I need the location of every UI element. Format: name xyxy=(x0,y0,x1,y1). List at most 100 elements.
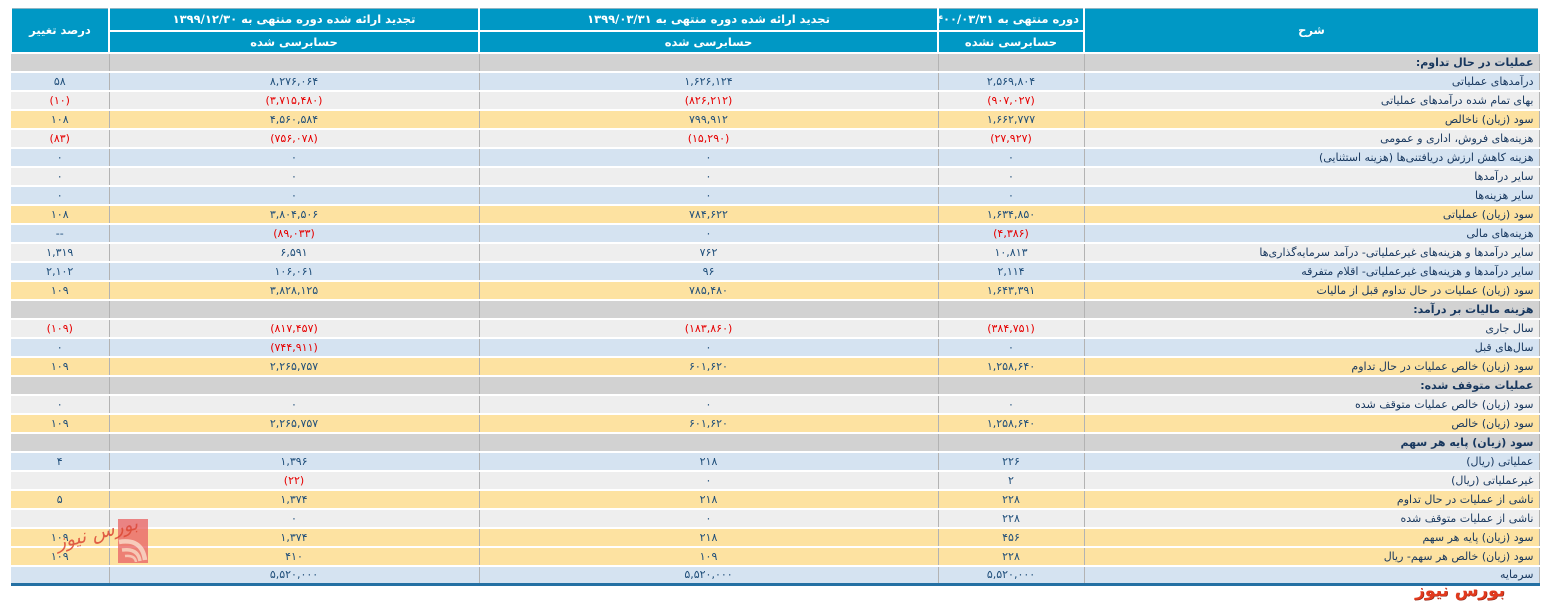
value-cell-1399-12-restated: (۷۵۶,۰۷۸) xyxy=(108,128,479,149)
percent-change-cell: ۱۰۹ xyxy=(11,546,109,567)
value-cell-1399-12-restated: ۳,۸۲۸,۱۲۵ xyxy=(108,280,479,301)
value-cell-1399-12-restated: ۰ xyxy=(108,166,479,187)
row-label-cell: سود (زیان) عملیاتی xyxy=(1083,204,1540,225)
value-cell-1399-12-restated: ۲,۲۶۵,۷۵۷ xyxy=(108,413,479,434)
percent-change-cell: ۵ xyxy=(11,489,109,510)
value-cell-1400-03: ۲,۱۱۴ xyxy=(937,261,1084,282)
percent-change-cell: ۱۰۹ xyxy=(11,413,109,434)
percent-change-cell xyxy=(11,52,109,73)
value-cell-1400-03: (۹۰۷,۰۲۷) xyxy=(937,90,1084,111)
table-row: سود (زیان) خالص هر سهم- ریال ۲۲۸ ۱۰۹ ۴۱۰ ۱۰۹ xyxy=(11,546,1540,567)
percent-change-cell: ۱۰۹ xyxy=(11,356,109,377)
value-cell-1399-03-restated: ۱۰۹ xyxy=(478,546,938,567)
section-header-row: عملیات در حال تداوم: xyxy=(11,52,1540,73)
col-header-percent-change: درصد تغییر xyxy=(10,8,110,54)
value-cell-1399-03-restated: ۰ xyxy=(478,337,938,358)
percent-change-cell xyxy=(11,432,109,453)
value-cell-1399-12-restated: ۱,۳۷۴ xyxy=(108,527,479,548)
col-header-period-1400-03-title: دوره منتهی به ۱۴۰۰/۰۳/۳۱ xyxy=(937,8,1085,32)
row-label-cell: سال‌های قبل xyxy=(1083,337,1540,358)
value-cell-1400-03: ۰ xyxy=(937,394,1084,415)
value-cell-1399-03-restated: ۰ xyxy=(478,470,938,491)
row-label-cell: عملیات در حال تداوم: xyxy=(1083,52,1540,73)
table-row: سود (زیان) عملیات در حال تداوم قبل از ما… xyxy=(11,280,1540,301)
value-cell-1400-03: ۱,۶۳۴,۸۵۰ xyxy=(937,204,1084,225)
table-row: ناشی از عملیات در حال تداوم ۲۲۸ ۲۱۸ ۱,۳۷۴ ۵ xyxy=(11,489,1540,510)
percent-change-cell: -- xyxy=(11,223,109,244)
value-cell-1400-03: ۵,۵۲۰,۰۰۰ xyxy=(937,565,1084,586)
table-body: عملیات در حال تداوم: درآمدهای عملیاتی ۲,۵۶… xyxy=(11,52,1540,586)
value-cell-1400-03: (۴,۳۸۶) xyxy=(937,223,1084,244)
row-label-cell: سود (زیان) خالص عملیات در حال تداوم xyxy=(1083,356,1540,377)
value-cell-1399-12-restated: (۸۱۷,۴۵۷) xyxy=(108,318,479,339)
value-cell-1399-12-restated: (۸۹,۰۳۳) xyxy=(108,223,479,244)
value-cell-1400-03: ۰ xyxy=(937,185,1084,206)
value-cell-1399-12-restated xyxy=(108,52,479,73)
value-cell-1399-03-restated: ۰ xyxy=(478,185,938,206)
value-cell-1399-03-restated: (۱۵,۲۹۰) xyxy=(478,128,938,149)
value-cell-1399-03-restated: (۸۲۶,۲۱۲) xyxy=(478,90,938,111)
table-row: سود (زیان) خالص عملیات در حال تداوم ۱,۲۵۸… xyxy=(11,356,1540,377)
row-label-cell: ناشی از عملیات در حال تداوم xyxy=(1083,489,1540,510)
table-header: شرح دوره منتهی به ۱۴۰۰/۰۳/۳۱ تجدید ارائه… xyxy=(10,8,1540,54)
value-cell-1400-03: ۰ xyxy=(937,147,1084,168)
value-cell-1400-03 xyxy=(937,52,1084,73)
value-cell-1400-03: (۲۷,۹۲۷) xyxy=(937,128,1084,149)
value-cell-1399-12-restated: ۱۰۶,۰۶۱ xyxy=(108,261,479,282)
value-cell-1399-03-restated: ۶۰۱,۶۲۰ xyxy=(478,413,938,434)
value-cell-1399-03-restated: ۰ xyxy=(478,223,938,244)
value-cell-1399-03-restated: ۶۰۱,۶۲۰ xyxy=(478,356,938,377)
table-row: سایر درآمدها ۰ ۰ ۰ ۰ xyxy=(11,166,1540,187)
row-label-cell: سود (زیان) عملیات در حال تداوم قبل از ما… xyxy=(1083,280,1540,301)
row-label-cell: هزینه مالیات بر درآمد: xyxy=(1083,299,1540,320)
percent-change-cell: ۰ xyxy=(11,337,109,358)
value-cell-1399-03-restated: ۵,۵۲۰,۰۰۰ xyxy=(478,565,938,586)
value-cell-1399-12-restated: ۰ xyxy=(108,394,479,415)
row-label-cell: عملیاتی (ریال) xyxy=(1083,451,1540,472)
col-header-description: شرح xyxy=(1083,8,1540,54)
value-cell-1400-03: ۲,۵۶۹,۸۰۴ xyxy=(937,71,1084,92)
table-row: سال‌های قبل ۰ ۰ (۷۴۴,۹۱۱) ۰ xyxy=(11,337,1540,358)
table-row: سود (زیان) پایه هر سهم ۴۵۶ ۲۱۸ ۱,۳۷۴ ۱۰۹ xyxy=(11,527,1540,548)
percent-change-cell: ۰ xyxy=(11,166,109,187)
percent-change-cell: ۰ xyxy=(11,394,109,415)
row-label-cell: سود (زیان) ناخالص xyxy=(1083,109,1540,130)
table-row: سایر هزینه‌ها ۰ ۰ ۰ ۰ xyxy=(11,185,1540,206)
value-cell-1400-03 xyxy=(937,375,1084,396)
table-row: سود (زیان) خالص ۱,۲۵۸,۶۴۰ ۶۰۱,۶۲۰ ۲,۲۶۵,۷۵۷… xyxy=(11,413,1540,434)
value-cell-1399-03-restated xyxy=(478,432,938,453)
table-row: سرمایه ۵,۵۲۰,۰۰۰ ۵,۵۲۰,۰۰۰ ۵,۵۲۰,۰۰۰ xyxy=(11,565,1540,586)
value-cell-1399-03-restated: ۲۱۸ xyxy=(478,489,938,510)
table-row: هزینه کاهش ارزش دریافتنی‌ها (هزینه استثن… xyxy=(11,147,1540,168)
income-statement-table: شرح دوره منتهی به ۱۴۰۰/۰۳/۳۱ تجدید ارائه… xyxy=(10,8,1540,586)
section-header-row: سود (زیان) پایه هر سهم xyxy=(11,432,1540,453)
row-label-cell: عملیات متوقف شده: xyxy=(1083,375,1540,396)
col-subheader-1399-12-audit-status: حسابرسی شده xyxy=(108,30,480,54)
row-label-cell: سایر هزینه‌ها xyxy=(1083,185,1540,206)
percent-change-cell: ۲,۱۰۲ xyxy=(11,261,109,282)
value-cell-1399-12-restated: ۸,۲۷۶,۰۶۴ xyxy=(108,71,479,92)
value-cell-1399-03-restated: (۱۸۳,۸۶۰) xyxy=(478,318,938,339)
value-cell-1400-03 xyxy=(937,299,1084,320)
row-label-cell: سود (زیان) پایه هر سهم xyxy=(1083,527,1540,548)
percent-change-cell xyxy=(11,375,109,396)
col-header-period-1399-03-restated-title: تجدید ارائه شده دوره منتهی به ۱۳۹۹/۰۳/۳۱ xyxy=(478,8,939,32)
percent-change-cell xyxy=(11,508,109,529)
value-cell-1400-03 xyxy=(937,432,1084,453)
value-cell-1400-03: ۲۲۸ xyxy=(937,546,1084,567)
value-cell-1400-03: ۰ xyxy=(937,166,1084,187)
value-cell-1400-03: ۰ xyxy=(937,337,1084,358)
row-label-cell: هزینه کاهش ارزش دریافتنی‌ها (هزینه استثن… xyxy=(1083,147,1540,168)
value-cell-1400-03: ۱۰,۸۱۳ xyxy=(937,242,1084,263)
percent-change-cell: (۸۳) xyxy=(11,128,109,149)
row-label-cell: سود (زیان) خالص xyxy=(1083,413,1540,434)
row-label-cell: سال جاری xyxy=(1083,318,1540,339)
row-label-cell: سایر درآمدها xyxy=(1083,166,1540,187)
value-cell-1400-03: ۲۲۸ xyxy=(937,508,1084,529)
value-cell-1399-03-restated xyxy=(478,375,938,396)
value-cell-1400-03: ۴۵۶ xyxy=(937,527,1084,548)
value-cell-1399-12-restated: ۴,۵۶۰,۵۸۴ xyxy=(108,109,479,130)
col-subheader-1400-03-audit-status: حسابرسی نشده xyxy=(937,30,1085,54)
percent-change-cell xyxy=(11,299,109,320)
